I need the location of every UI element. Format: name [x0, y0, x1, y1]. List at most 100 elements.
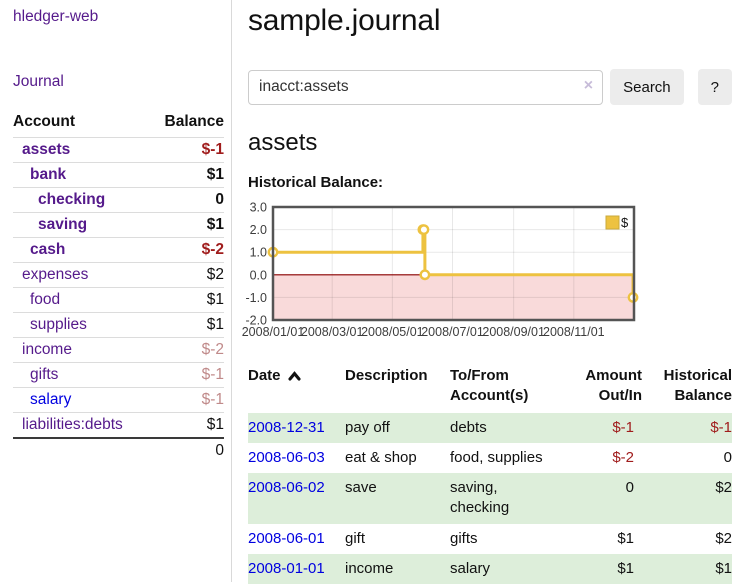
- svg-text:2008/09/01: 2008/09/01: [482, 325, 545, 339]
- register-date-link[interactable]: 2008-01-01: [248, 560, 325, 577]
- register-amount: $-2: [552, 443, 642, 473]
- accounts-table-header-row: Account Balance: [13, 111, 224, 138]
- register-date-link[interactable]: 2008-06-01: [248, 530, 325, 547]
- account-column-header: Account: [13, 111, 150, 138]
- sidebar-accounts-body: assets $-1 bank $1 checking 0 saving $1 …: [13, 138, 224, 439]
- register-body: 2008-12-31 pay off debts $-1 $-1 2008-06…: [248, 413, 732, 584]
- register-amount: $1: [552, 524, 642, 554]
- account-name-link[interactable]: bank: [30, 166, 66, 183]
- register-date-link[interactable]: 2008-06-03: [248, 449, 325, 466]
- account-balance: $1: [150, 413, 224, 439]
- account-balance: $1: [150, 313, 224, 338]
- sidebar-account-row: liabilities:debts $1: [13, 413, 224, 439]
- account-balance: $1: [150, 213, 224, 238]
- register-row: 2008-06-03 eat & shop food, supplies $-2…: [248, 443, 732, 473]
- accounts-column-header: To/From Account(s): [450, 364, 552, 413]
- svg-text:0.0: 0.0: [250, 268, 267, 282]
- register-balance: 0: [642, 443, 732, 473]
- register-table: Date Description To/From Account(s) Amou…: [248, 364, 732, 584]
- account-name-link[interactable]: cash: [30, 241, 65, 258]
- sidebar-account-row: salary $-1: [13, 388, 224, 413]
- search-input[interactable]: [248, 70, 603, 105]
- account-name-link[interactable]: checking: [38, 191, 105, 208]
- balance-column-header: Balance: [150, 111, 224, 138]
- account-name-link[interactable]: saving: [38, 216, 87, 233]
- svg-text:2008/03/01: 2008/03/01: [301, 325, 364, 339]
- sidebar: hledger-web Journal Account Balance asse…: [0, 0, 232, 582]
- svg-text:2008/05/01: 2008/05/01: [361, 325, 424, 339]
- register-row: 2008-01-01 income salary $1 $1: [248, 554, 732, 584]
- svg-text:2008/07/01: 2008/07/01: [421, 325, 484, 339]
- brand-link[interactable]: hledger-web: [13, 8, 224, 26]
- sidebar-account-row: checking 0: [13, 188, 224, 213]
- sidebar-account-row: food $1: [13, 288, 224, 313]
- svg-text:2008/01/01: 2008/01/01: [242, 325, 305, 339]
- account-name-link[interactable]: salary: [30, 391, 71, 408]
- chart-heading: Historical Balance:: [248, 174, 732, 191]
- register-accounts: food, supplies: [450, 443, 552, 473]
- register-balance: $-1: [642, 413, 732, 443]
- sidebar-account-row: cash $-2: [13, 238, 224, 263]
- register-description: pay off: [345, 413, 450, 443]
- account-name-link[interactable]: assets: [22, 141, 70, 158]
- main-content: sample.journal × Search ? assets Histori…: [233, 0, 742, 584]
- account-name-link[interactable]: expenses: [22, 266, 88, 283]
- register-accounts: debts: [450, 413, 552, 443]
- register-description: eat & shop: [345, 443, 450, 473]
- svg-text:$: $: [621, 215, 629, 230]
- description-column-header: Description: [345, 364, 450, 413]
- register-description: gift: [345, 524, 450, 554]
- search-button[interactable]: Search: [610, 69, 684, 105]
- register-balance: $2: [642, 473, 732, 524]
- search-form: × Search ?: [248, 69, 732, 105]
- register-row: 2008-06-01 gift gifts $1 $2: [248, 524, 732, 554]
- historical-balance-chart: $3.02.01.00.0-1.0-2.02008/01/012008/03/0…: [243, 202, 643, 342]
- sidebar-account-row: bank $1: [13, 163, 224, 188]
- account-balance: 0: [150, 188, 224, 213]
- register-balance: $1: [642, 554, 732, 584]
- register-accounts: salary: [450, 554, 552, 584]
- sidebar-account-row: income $-2: [13, 338, 224, 363]
- register-date-link[interactable]: 2008-06-02: [248, 479, 325, 496]
- svg-text:1.0: 1.0: [250, 246, 267, 260]
- register-header-row: Date Description To/From Account(s) Amou…: [248, 364, 732, 413]
- svg-text:2.0: 2.0: [250, 223, 267, 237]
- account-name-link[interactable]: gifts: [30, 366, 58, 383]
- sidebar-account-row: supplies $1: [13, 313, 224, 338]
- account-name-link[interactable]: income: [22, 341, 72, 358]
- account-title: assets: [248, 129, 732, 157]
- amount-column-header: Amount Out/In: [552, 364, 642, 413]
- account-balance: $-1: [150, 138, 224, 163]
- sidebar-account-row: saving $1: [13, 213, 224, 238]
- accounts-table: Account Balance assets $-1 bank $1 check…: [13, 111, 224, 463]
- account-balance: $1: [150, 163, 224, 188]
- register-accounts: gifts: [450, 524, 552, 554]
- account-name-link[interactable]: supplies: [30, 316, 87, 333]
- register-row: 2008-06-02 save saving, checking 0 $2: [248, 473, 732, 524]
- svg-text:-1.0: -1.0: [245, 291, 267, 305]
- register-description: income: [345, 554, 450, 584]
- account-name-link[interactable]: liabilities:debts: [22, 416, 123, 433]
- sidebar-account-row: assets $-1: [13, 138, 224, 163]
- account-balance: $2: [150, 263, 224, 288]
- date-column-header[interactable]: Date: [248, 366, 281, 386]
- balance-column-header-register: Historical Balance: [642, 364, 732, 413]
- sidebar-account-row: gifts $-1: [13, 363, 224, 388]
- register-amount: 0: [552, 473, 642, 524]
- register-accounts: saving, checking: [450, 473, 552, 524]
- help-button[interactable]: ?: [698, 69, 732, 105]
- sidebar-account-row: expenses $2: [13, 263, 224, 288]
- register-description: save: [345, 473, 450, 524]
- account-balance: $-1: [150, 363, 224, 388]
- account-balance: $1: [150, 288, 224, 313]
- page-title: sample.journal: [248, 4, 732, 38]
- sidebar-item-journal[interactable]: Journal: [13, 73, 224, 91]
- register-date-link[interactable]: 2008-12-31: [248, 419, 325, 436]
- account-balance: $-2: [150, 338, 224, 363]
- accounts-total-balance: 0: [150, 438, 224, 463]
- account-name-link[interactable]: food: [30, 291, 60, 308]
- register-amount: $1: [552, 554, 642, 584]
- accounts-total-row: 0: [13, 438, 224, 463]
- clear-search-icon[interactable]: ×: [584, 78, 593, 94]
- svg-text:3.0: 3.0: [250, 201, 267, 215]
